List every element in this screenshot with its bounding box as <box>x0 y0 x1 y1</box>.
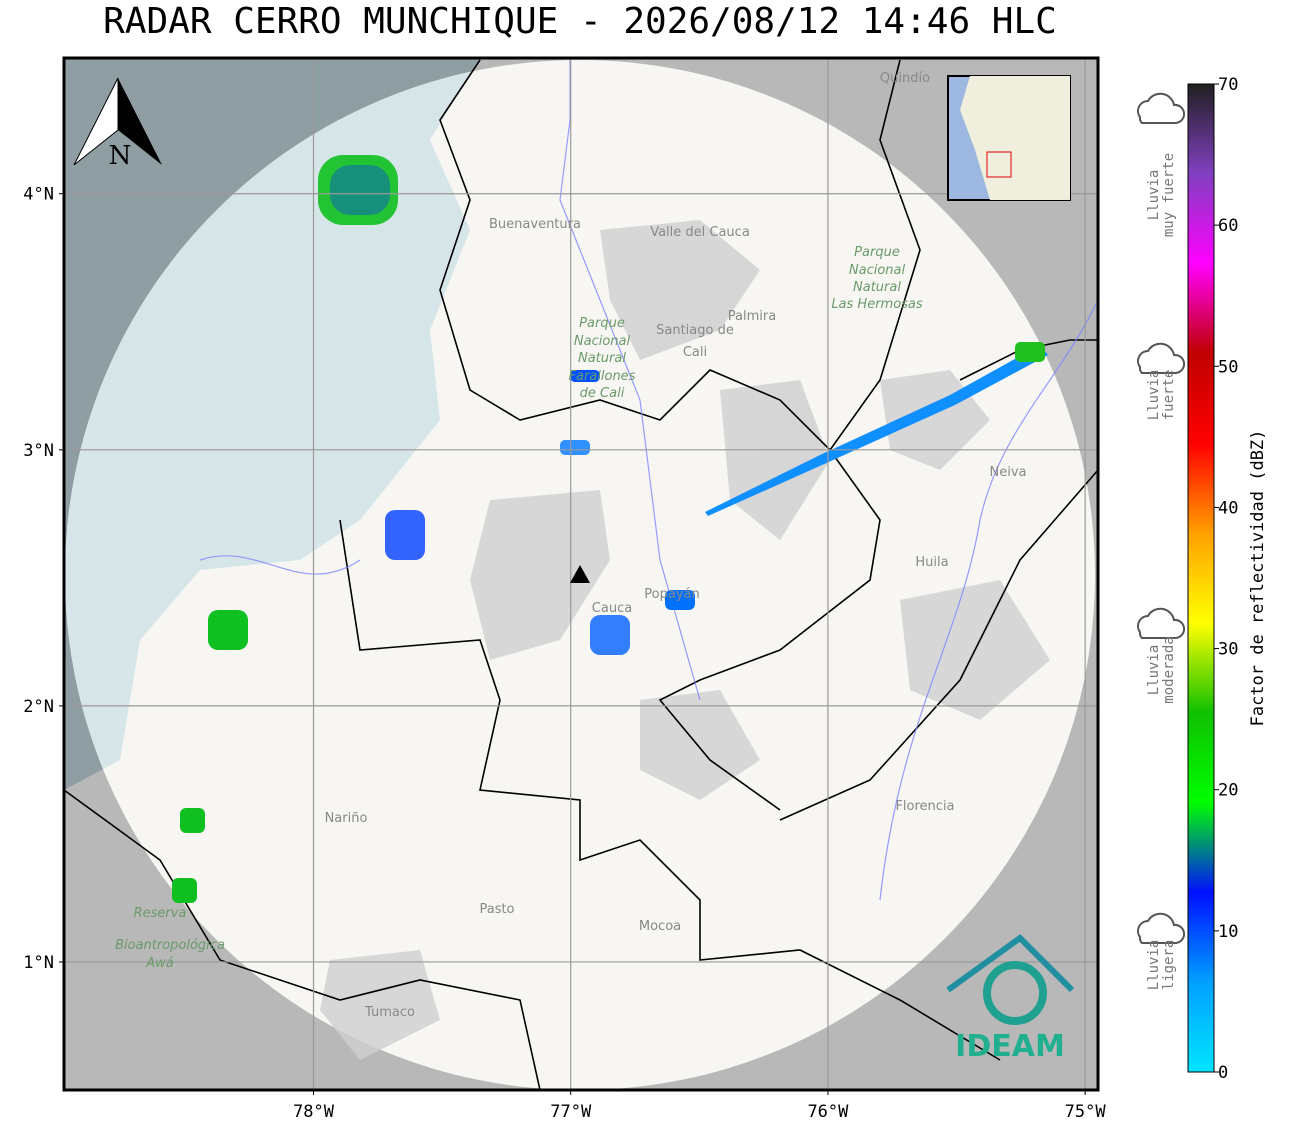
y-tick-label: 4°N <box>23 185 54 205</box>
rain-icon <box>1137 92 1185 124</box>
y-tick-label: 2°N <box>23 697 54 717</box>
legend-label: Lluvia <box>1146 170 1162 221</box>
place-label: Cauca <box>592 601 632 616</box>
place-label: Mocoa <box>639 919 681 934</box>
place-label: Neiva <box>990 465 1027 480</box>
place-label: Tumaco <box>364 1005 415 1020</box>
place-label: Parque <box>579 316 625 331</box>
north-label: N <box>109 141 132 171</box>
map-frame <box>62 56 1100 1092</box>
radar-site <box>570 565 590 583</box>
place-label: Nacional <box>574 334 631 349</box>
legend-label: moderada <box>1161 636 1177 703</box>
colorbar-label: Factor de reflectividad (dBZ) <box>1248 430 1268 727</box>
x-tick-label: 77°W <box>550 1102 592 1122</box>
place-label: Farallones <box>569 369 636 384</box>
colorbar-tick-label: 60 <box>1218 216 1238 236</box>
legend-label: ligera <box>1161 940 1177 991</box>
north-arrow: N <box>73 77 162 171</box>
rain-icon <box>1137 342 1185 374</box>
x-tick-label: 78°W <box>293 1102 335 1122</box>
legend-label: fuerte <box>1161 370 1177 421</box>
x-tick-label: 76°W <box>807 1102 849 1122</box>
colorbar-tick-label: 30 <box>1218 640 1238 660</box>
rain-icon <box>1137 912 1185 944</box>
place-label: Santiago de <box>656 323 734 338</box>
place-label: Popayán <box>644 587 699 602</box>
title: RADAR CERRO MUNCHIQUE - 2026/08/12 14:46… <box>103 1 1057 42</box>
place-label: Natural <box>853 280 901 295</box>
place-label: Nariño <box>325 811 368 826</box>
y-tick-label: 3°N <box>23 441 54 461</box>
place-label: Huila <box>915 555 948 570</box>
place-label: de Cali <box>580 386 625 401</box>
place-label: Parque <box>854 245 900 260</box>
place-label: Bioantropológica <box>115 938 225 953</box>
colorbar-tick-label: 20 <box>1218 781 1238 801</box>
colorbar-tick-label: 40 <box>1218 498 1238 518</box>
legend-label: muy fuerte <box>1161 153 1177 237</box>
logo: IDEAM <box>946 934 1075 1064</box>
place-label: Buenaventura <box>489 217 581 232</box>
place-label: Pasto <box>479 902 514 917</box>
colorbar <box>1187 83 1215 1073</box>
place-label: Natural <box>578 351 626 366</box>
place-label: Awá <box>145 956 174 971</box>
colorbar-tick-label: 10 <box>1218 922 1238 942</box>
place-label: Nacional <box>849 263 906 278</box>
place-label: Florencia <box>895 799 954 814</box>
map-area: Quindío Buenaventura Valle del Cauca Palmir… <box>64 58 1098 1090</box>
rain-icon <box>1137 607 1185 639</box>
colorbar-tick-label: 0 <box>1218 1063 1228 1083</box>
place-label: Valle del Cauca <box>650 225 750 240</box>
place-label: Quindío <box>880 71 930 86</box>
colorbar-tick-label: 70 <box>1218 75 1238 95</box>
legend-label: Lluvia <box>1146 370 1162 421</box>
place-label: Las Hermosas <box>831 297 923 312</box>
place-label: Cali <box>683 345 707 360</box>
legend-label: Lluvia <box>1146 645 1162 696</box>
y-tick-label: 1°N <box>23 953 54 973</box>
place-label: Reserva <box>134 906 187 921</box>
place-label: Palmira <box>728 309 776 324</box>
radar-echoes <box>172 155 1048 903</box>
legend-label: Lluvia <box>1146 940 1162 991</box>
colorbar-tick-label: 50 <box>1218 357 1238 377</box>
logo-text: IDEAM <box>955 1029 1065 1064</box>
inset-map <box>947 75 1071 201</box>
x-tick-label: 75°W <box>1065 1102 1107 1122</box>
